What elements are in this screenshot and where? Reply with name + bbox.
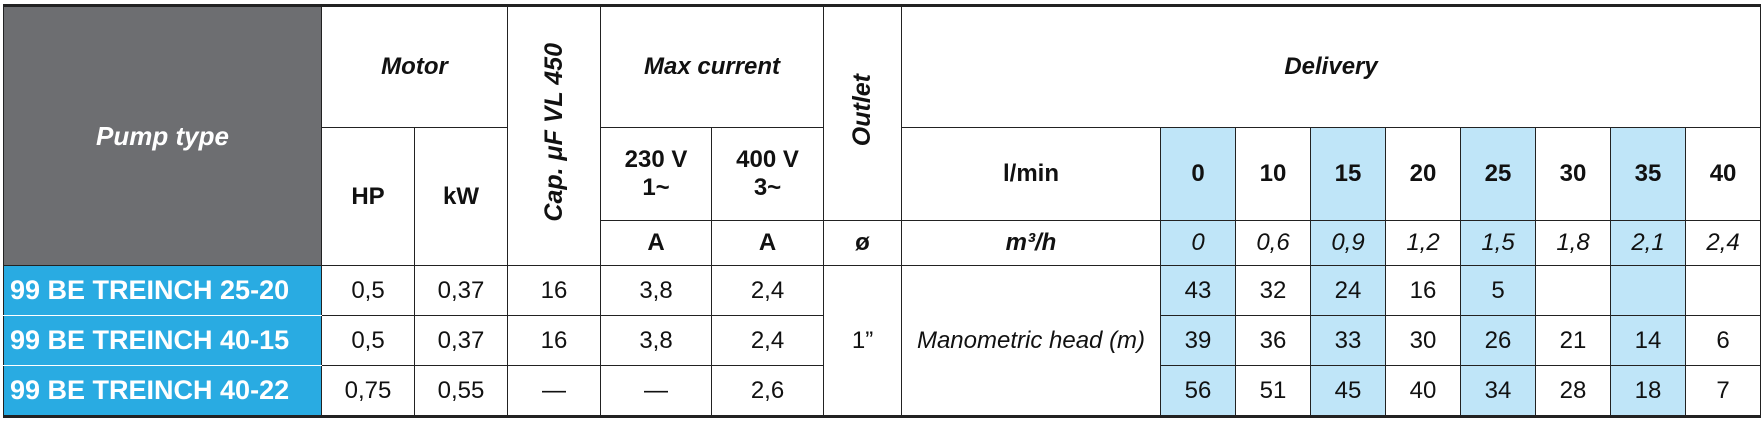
flow-m3h: 2,4 — [1685, 220, 1762, 266]
i400: 2,6 — [710, 365, 825, 417]
voltage: 230 V — [624, 146, 688, 173]
outlet-size: 1” — [823, 265, 903, 417]
head-value: 45 — [1310, 365, 1387, 417]
unit: A — [710, 220, 825, 266]
empty-cell — [1610, 265, 1687, 316]
voltage: 400 V — [736, 146, 799, 173]
flow-lmin: 30 — [1535, 127, 1612, 221]
flow-m3h: 2,1 — [1610, 220, 1687, 266]
pump-row: 99 BE TREINCH 40-22 0,75 0,55— —2,6 56 51 45 40… — [3, 365, 1762, 417]
head-value: 28 — [1535, 365, 1612, 417]
hp: 0,5 — [321, 315, 415, 366]
pump-name: 99 BE TREINCH 25-20 — [3, 265, 322, 316]
flow-m3h: 0,9 — [1310, 220, 1387, 266]
i230: 3,8 — [600, 265, 712, 316]
max-current-header: Max current — [599, 5, 825, 128]
kw: 0,37 — [414, 315, 508, 366]
head-value: 7 — [1685, 365, 1762, 417]
capacitor-header: Cap. μF VL 450 — [539, 43, 568, 222]
pump-name: 99 BE TREINCH 40-15 — [3, 315, 322, 366]
flow-lmin: 40 — [1685, 127, 1762, 221]
hp: 0,5 — [321, 265, 415, 316]
pump-type-header: Pump type — [3, 5, 322, 266]
head-value: 16 — [1385, 265, 1462, 316]
flow-m3h: 1,5 — [1460, 220, 1537, 266]
flow-m3h: 1,2 — [1385, 220, 1462, 266]
v400-header: 400 V 3~ — [710, 127, 825, 221]
pump-table: Pump type Motor Cap. μF VL 450 Max curre… — [3, 4, 1762, 418]
kw-header: kW — [414, 127, 508, 266]
head-value: 36 — [1235, 315, 1312, 366]
head-value: 6 — [1685, 315, 1762, 366]
head-value: 32 — [1235, 265, 1312, 316]
head-value: 5 — [1460, 265, 1537, 316]
flow-lmin: 20 — [1385, 127, 1462, 221]
head-value: 18 — [1610, 365, 1687, 417]
cap: — — [507, 365, 601, 417]
empty-cell — [1535, 265, 1612, 316]
flow-lmin: 10 — [1235, 127, 1312, 221]
head-value: 34 — [1460, 365, 1537, 417]
unit: A — [600, 220, 712, 266]
head-label: Manometric head (m) — [901, 265, 1162, 417]
pump-name: 99 BE TREINCH 40-22 — [3, 365, 322, 417]
i400: 2,4 — [710, 265, 825, 316]
cap: 16 — [507, 265, 601, 316]
head-value: 21 — [1535, 315, 1612, 366]
kw: 0,55 — [414, 365, 508, 417]
head-value: 26 — [1460, 315, 1537, 366]
kw: 0,37 — [414, 265, 508, 316]
delivery-header: Delivery — [901, 5, 1762, 128]
phase: 3~ — [753, 174, 782, 201]
i230: — — [600, 365, 712, 417]
head-value: 14 — [1610, 315, 1687, 366]
flow-m3h: 0,6 — [1235, 220, 1312, 266]
head-value: 33 — [1310, 315, 1387, 366]
page: Pump type Motor Cap. μF VL 450 Max curre… — [0, 4, 1763, 422]
flow-lmin: 25 — [1460, 127, 1537, 221]
flow-m3h: 1,8 — [1535, 220, 1612, 266]
head-value: 39 — [1160, 315, 1237, 366]
lmin-header: l/min — [901, 127, 1162, 221]
flow-lmin: 35 — [1610, 127, 1687, 221]
flow-m3h: 0 — [1160, 220, 1237, 266]
head-value: 56 — [1160, 365, 1237, 417]
head-value: 40 — [1385, 365, 1462, 417]
i400: 2,4 — [710, 315, 825, 366]
head-value: 24 — [1310, 265, 1387, 316]
i230: 3,8 — [600, 315, 712, 366]
cap: 16 — [507, 315, 601, 366]
hp-header: HP — [321, 127, 415, 266]
outlet-unit: ø — [823, 220, 903, 266]
v230-header: 230 V 1~ — [600, 127, 712, 221]
pump-row: 99 BE TREINCH 25-20 0,5 0,37 16 3,8 2,4 1” Mano… — [3, 265, 1762, 417]
hp: 0,75 — [321, 365, 415, 417]
flow-lmin: 15 — [1310, 127, 1387, 221]
m3h-header: m³/h — [901, 220, 1162, 266]
empty-cell — [1685, 265, 1762, 316]
pump-row: 99 BE TREINCH 40-15 0,5 0,37 16 3,8 2,4 39 36 33… — [3, 315, 1762, 366]
head-value: 51 — [1235, 365, 1312, 417]
head-value: 30 — [1385, 315, 1462, 366]
motor-header: Motor — [321, 5, 508, 128]
flow-lmin: 0 — [1160, 127, 1237, 221]
outlet-header: Outlet — [848, 73, 877, 147]
head-value: 43 — [1160, 265, 1237, 316]
phase: 1~ — [642, 174, 670, 201]
